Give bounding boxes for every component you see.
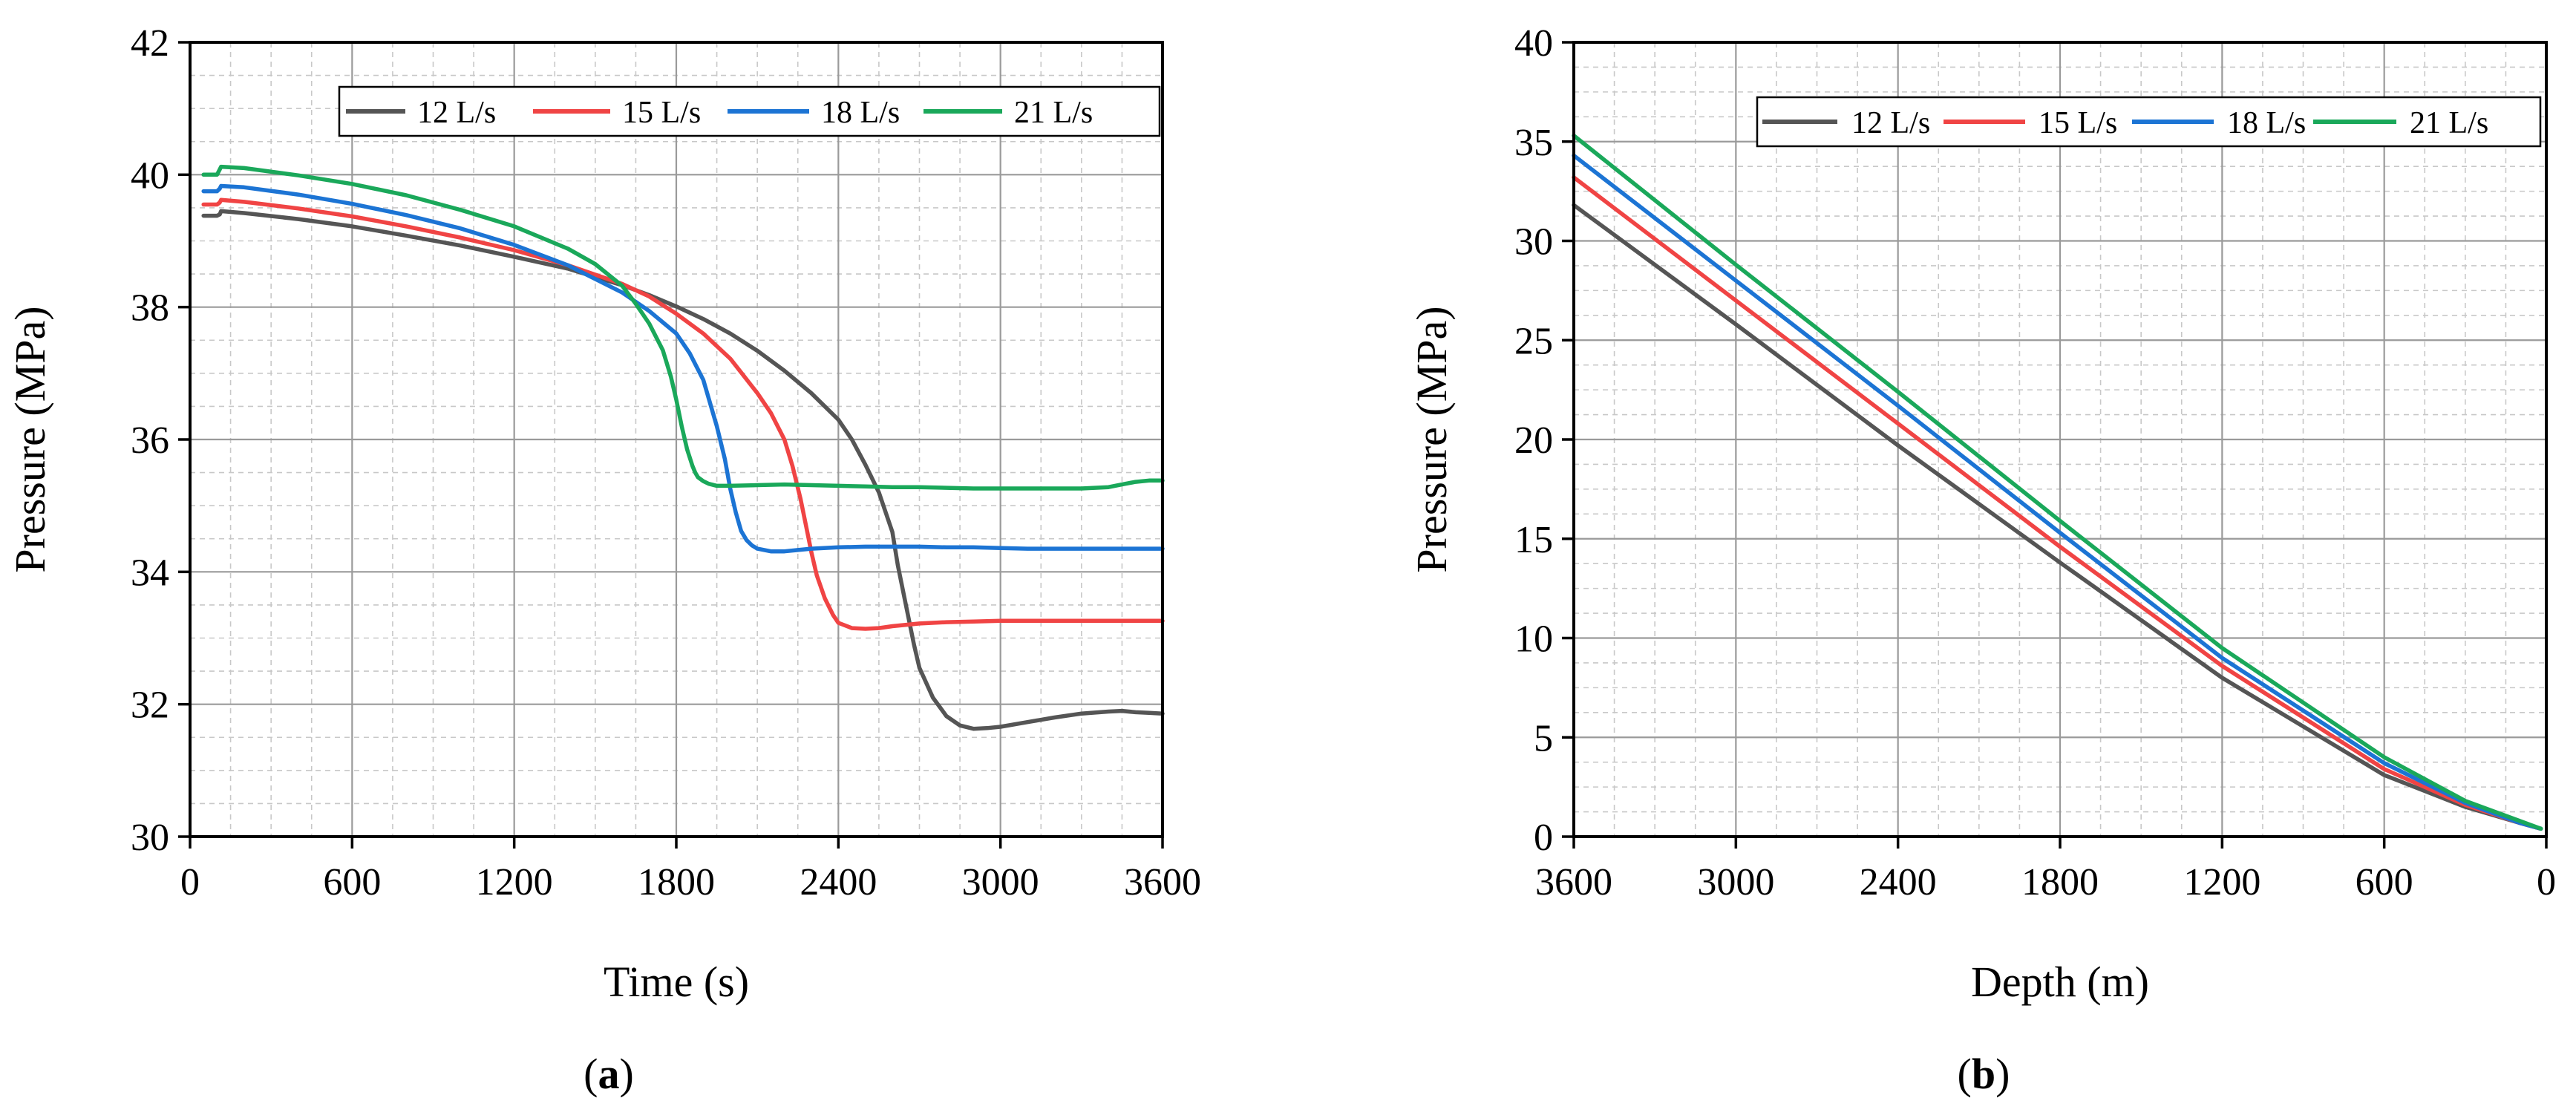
x-tick-label: 3000 [962,861,1039,903]
legend-label: 12 L/s [1851,106,1930,140]
panel-letter: a [598,1050,620,1098]
legend-label: 21 L/s [1014,96,1093,130]
y-tick-label: 25 [1514,320,1553,362]
legend-label: 15 L/s [2039,106,2117,140]
series-line-21-l-s [201,164,1165,491]
series-line-12-l-s [201,209,1165,731]
x-tick-label: 600 [323,861,381,903]
series-line-18-l-s [201,183,1165,554]
x-tick-label: 1800 [2021,861,2099,903]
chart-panel-b: 3600 3000 2400 1800 1200 600 0 0 5 10 15 20 25 30 35 40… [1408,22,2556,1098]
x-axis-title: Time (s) [604,958,749,1006]
x-tick-label: 3600 [1535,861,1612,903]
y-tick-label: 15 [1514,519,1553,561]
x-tick-label: 2400 [1860,861,1937,903]
panel-letter: b [1972,1050,1995,1098]
y-tick-label: 10 [1514,618,1553,661]
legend: 12 L/s 15 L/s 18 L/s 21 L/s [1756,96,2542,148]
y-tick-label: 0 [1534,817,1553,859]
legend-label: 12 L/s [417,96,496,130]
y-tick-label: 35 [1514,122,1553,164]
x-tick-label: 3000 [1697,861,1774,903]
legend: 12 L/s 15 L/s 18 L/s 21 L/s [338,85,1161,137]
x-tick-label: 2400 [800,861,877,903]
panel-label: (b) [1958,1050,2010,1098]
x-tick-label: 3600 [1124,861,1201,903]
series-line-21-l-s [1572,133,2543,831]
chart-panel-a: 0 600 1200 1800 2400 3000 3600 30 32 34 36 38 40 42 Ti… [6,22,1201,1098]
legend-label: 21 L/s [2410,106,2488,140]
tick-marks [178,41,1164,849]
major-grid [190,42,1163,837]
y-tick-label: 20 [1514,419,1553,462]
panel-label: (a) [583,1050,634,1098]
x-axis-title: Depth (m) [1971,958,2149,1006]
legend-label: 18 L/s [2227,106,2306,140]
x-tick-label: 1200 [476,861,553,903]
series-line-15-l-s [1572,175,2543,831]
series-line-18-l-s [1572,153,2543,831]
y-tick-label: 30 [131,817,169,859]
y-tick-label: 34 [131,552,169,594]
y-tick-label: 5 [1534,717,1553,759]
y-tick-label: 40 [1514,22,1553,65]
series-line-15-l-s [201,197,1165,631]
tick-marks [1562,41,2548,849]
y-tick-label: 32 [131,684,169,727]
y-tick-label: 38 [131,287,169,330]
y-tick-label: 42 [131,22,169,65]
major-grid [1574,42,2546,837]
x-tick-label: 600 [2356,861,2413,903]
y-tick-label: 40 [131,154,169,197]
y-axis-title: Pressure (MPa) [1408,306,1456,572]
legend-label: 18 L/s [821,96,900,130]
y-axis-title: Pressure (MPa) [6,306,54,572]
x-tick-label: 0 [2537,861,2556,903]
y-tick-label: 36 [131,419,169,462]
x-tick-label: 1800 [638,861,715,903]
legend-label: 15 L/s [622,96,701,130]
x-tick-label: 1200 [2183,861,2260,903]
x-tick-label: 0 [180,861,200,903]
y-tick-label: 30 [1514,221,1553,264]
